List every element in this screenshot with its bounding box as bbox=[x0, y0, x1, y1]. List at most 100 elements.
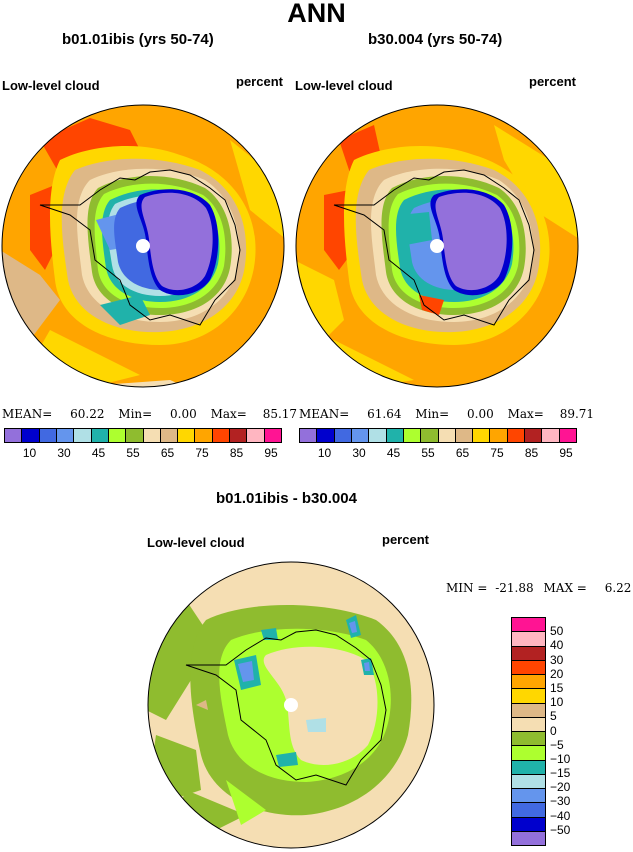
colorbar-tick-label: −30 bbox=[550, 794, 571, 809]
colorbar-tick-label: 95 bbox=[264, 446, 278, 460]
colorbar-tick-label: −40 bbox=[550, 808, 571, 823]
colorbar-tick-label: 55 bbox=[126, 446, 140, 460]
colorbar-tick-label: 30 bbox=[550, 652, 564, 667]
panel1-mean-label: MEAN= bbox=[2, 407, 53, 421]
colorbar-swatch bbox=[512, 732, 545, 747]
colorbar-swatch bbox=[512, 689, 545, 704]
colorbar-swatch bbox=[525, 429, 543, 442]
colorbar-tick-label: 95 bbox=[559, 446, 573, 460]
colorbar-swatch bbox=[512, 803, 545, 818]
colorbar-swatch bbox=[39, 429, 57, 442]
panel2-colorbar bbox=[299, 428, 577, 443]
difference-colorbar-labels: 50 40 30 20 15 10 5 0 −5 −10 −15 −20 −30 −40 −50 bbox=[550, 617, 610, 844]
difference-units-label: percent bbox=[382, 532, 429, 547]
panel2-max-value: 89.71 bbox=[559, 407, 595, 421]
panel2-variable-label: Low-level cloud bbox=[295, 78, 393, 93]
colorbar-swatch bbox=[108, 429, 127, 442]
difference-colorbar bbox=[511, 617, 546, 846]
colorbar-tick-label: 0 bbox=[550, 723, 557, 738]
colorbar-tick-label: −5 bbox=[550, 737, 564, 752]
panel1-max-label: Max= bbox=[210, 407, 247, 421]
difference-stats: MIN = -21.88 MAX = 6.22 bbox=[446, 581, 631, 595]
colorbar-swatch bbox=[22, 429, 40, 442]
panel2-mean-value: 61.64 bbox=[367, 407, 402, 421]
colorbar-swatch bbox=[212, 429, 231, 442]
colorbar-tick-label: 75 bbox=[490, 446, 504, 460]
colorbar-swatch bbox=[512, 760, 545, 775]
colorbar-swatch bbox=[264, 429, 281, 442]
colorbar-tick-label: −20 bbox=[550, 780, 571, 795]
panel2-polar-map bbox=[295, 104, 579, 388]
colorbar-swatch bbox=[178, 429, 196, 442]
colorbar-swatch bbox=[507, 429, 526, 442]
panel1-colorbar bbox=[4, 428, 282, 443]
colorbar-tick-label: 45 bbox=[386, 446, 401, 460]
colorbar-swatch bbox=[512, 717, 545, 732]
panel1-variable-label: Low-level cloud bbox=[2, 78, 100, 93]
panel2-stats: MEAN= 61.64 Min= 0.00 Max= 89.71 bbox=[299, 407, 594, 421]
panel2-min-label: Min= bbox=[415, 407, 450, 421]
colorbar-swatch bbox=[490, 429, 508, 442]
colorbar-swatch bbox=[473, 429, 491, 442]
colorbar-swatch bbox=[512, 774, 545, 789]
colorbar-swatch bbox=[74, 429, 92, 442]
panel2-case-title: b30.004 (yrs 50-74) bbox=[368, 31, 503, 48]
panel1-min-value: 0.00 bbox=[170, 407, 197, 421]
difference-variable-label: Low-level cloud bbox=[147, 535, 245, 550]
panel1-stats: MEAN= 60.22 Min= 0.00 Max= 85.17 bbox=[2, 407, 297, 421]
colorbar-swatch bbox=[300, 429, 318, 442]
figure-title: ANN bbox=[287, 0, 346, 28]
colorbar-swatch bbox=[512, 703, 545, 718]
panel1-units-label: percent bbox=[236, 74, 283, 89]
colorbar-tick-label: 10 bbox=[22, 446, 37, 460]
colorbar-tick-label: 5 bbox=[550, 709, 557, 724]
colorbar-swatch bbox=[143, 429, 161, 442]
colorbar-swatch bbox=[334, 429, 352, 442]
colorbar-swatch bbox=[56, 429, 75, 442]
panel1-colorbar-labels: 10 30 45 55 65 75 85 95 bbox=[4, 446, 280, 462]
difference-max-label: MAX = bbox=[543, 581, 587, 595]
colorbar-swatch bbox=[512, 817, 545, 832]
colorbar-swatch bbox=[559, 429, 576, 442]
colorbar-tick-label: 65 bbox=[160, 446, 175, 460]
colorbar-swatch bbox=[512, 632, 545, 647]
colorbar-tick-label: 20 bbox=[550, 666, 564, 681]
colorbar-swatch bbox=[351, 429, 370, 442]
colorbar-swatch bbox=[230, 429, 248, 442]
colorbar-tick-label: 85 bbox=[229, 446, 244, 460]
panel2-max-label: Max= bbox=[507, 407, 544, 421]
panel1-max-value: 85.17 bbox=[262, 407, 298, 421]
colorbar-tick-label: 15 bbox=[550, 680, 564, 695]
colorbar-swatch bbox=[512, 831, 545, 845]
panel2-colorbar-labels: 10 30 45 55 65 75 85 95 bbox=[299, 446, 575, 462]
difference-polar-map bbox=[147, 561, 435, 849]
colorbar-tick-label: 45 bbox=[91, 446, 106, 460]
panel2-mean-label: MEAN= bbox=[299, 407, 350, 421]
colorbar-swatch bbox=[195, 429, 213, 442]
colorbar-tick-label: 85 bbox=[524, 446, 539, 460]
panel1-min-label: Min= bbox=[118, 407, 153, 421]
colorbar-swatch bbox=[386, 429, 404, 442]
colorbar-tick-label: 30 bbox=[352, 446, 366, 460]
colorbar-swatch bbox=[455, 429, 474, 442]
colorbar-swatch bbox=[512, 675, 545, 690]
colorbar-tick-label: 30 bbox=[57, 446, 71, 460]
difference-max-value: 6.22 bbox=[604, 581, 632, 595]
colorbar-tick-label: 50 bbox=[550, 624, 564, 639]
colorbar-tick-label: 40 bbox=[550, 638, 564, 653]
colorbar-tick-label: 10 bbox=[317, 446, 332, 460]
colorbar-tick-label: 55 bbox=[421, 446, 435, 460]
colorbar-swatch bbox=[160, 429, 179, 442]
colorbar-swatch bbox=[512, 618, 545, 633]
panel1-mean-value: 60.22 bbox=[70, 407, 105, 421]
colorbar-tick-label: 75 bbox=[195, 446, 209, 460]
colorbar-tick-label: −15 bbox=[550, 766, 571, 781]
colorbar-tick-label: −50 bbox=[550, 822, 571, 837]
panel1-polar-map bbox=[1, 104, 285, 388]
difference-title: b01.01ibis - b30.004 bbox=[216, 490, 357, 507]
colorbar-swatch bbox=[512, 789, 545, 804]
colorbar-swatch bbox=[91, 429, 109, 442]
colorbar-tick-label: 65 bbox=[455, 446, 470, 460]
difference-min-value: -21.88 bbox=[495, 581, 534, 595]
colorbar-swatch bbox=[403, 429, 422, 442]
